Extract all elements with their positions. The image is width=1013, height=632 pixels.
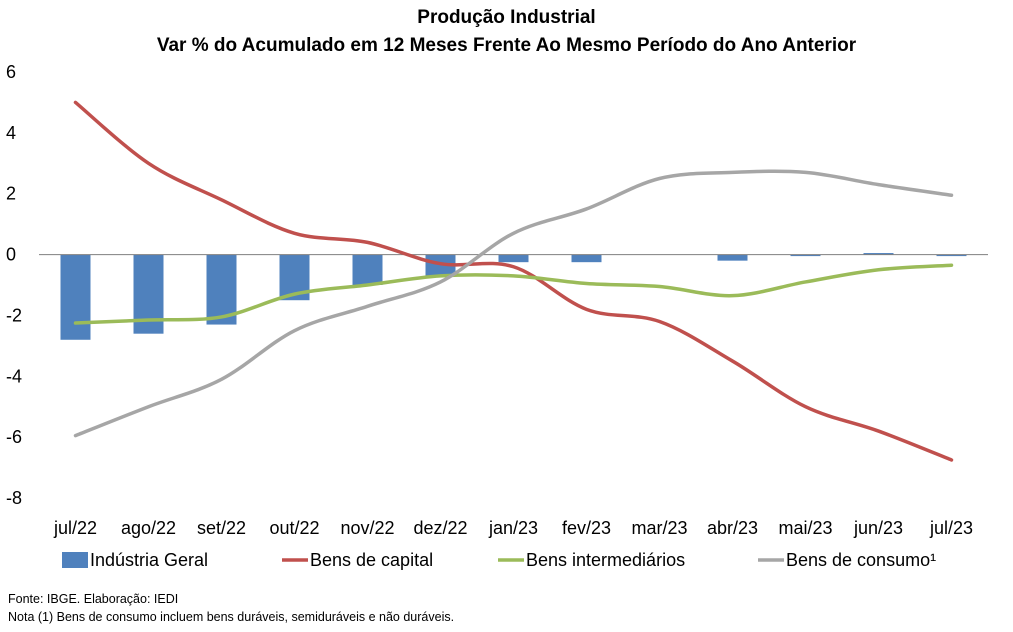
y-tick-label: 6 [6,62,16,82]
x-tick-label: mai/23 [778,518,832,538]
line-bens-de-consumo [73,169,954,438]
x-tick-label: jul/23 [929,518,973,538]
legend-swatch-bar [62,552,88,568]
x-tick-label: mar/23 [631,518,687,538]
legend-label: Bens de capital [310,550,433,570]
y-tick-label: -6 [6,427,22,447]
source-note: Fonte: IBGE. Elaboração: IEDI [8,592,179,606]
x-tick-label: nov/22 [340,518,394,538]
x-tick-label: out/22 [269,518,319,538]
chart-subtitle: Var % do Acumulado em 12 Meses Frente Ao… [156,35,857,56]
x-axis-ticks: jul/22 ago/22 set/22 out/22 nov/22 dez/22 jan/… [53,518,973,538]
line-bens-intermediarios [73,263,954,325]
bar-industria-geral [571,254,602,263]
bar-industria-geral [863,253,894,255]
line-bens-de-capital [73,100,954,462]
x-tick-label: fev/23 [562,518,611,538]
bar-industria-geral [717,254,748,261]
line-series [73,100,954,462]
x-tick-label: set/22 [197,518,246,538]
chart-title: Produção Industrial [417,7,596,28]
x-tick-label: ago/22 [121,518,176,538]
y-tick-label: -2 [6,305,22,325]
legend-label: Indústria Geral [90,550,208,570]
x-tick-label: jan/23 [488,518,538,538]
x-tick-label: jun/23 [853,518,903,538]
x-tick-label: dez/22 [413,518,467,538]
y-tick-label: 4 [6,123,16,143]
footnote: Nota (1) Bens de consumo incluem bens du… [8,610,455,624]
y-axis-ticks: 6 4 2 0 -2 -4 -6 -8 [6,62,22,508]
legend: Indústria Geral Bens de capital Bens inter… [62,550,936,570]
chart-canvas: 6 4 2 0 -2 -4 -6 -8 jul/22 ago/22 set/22 out/22 nov… [6,62,988,570]
legend-label: Bens intermediários [526,550,685,570]
bar-industria-geral [60,254,91,340]
bar-industria-geral [936,254,967,257]
y-tick-label: 0 [6,245,16,265]
y-tick-label: -4 [6,366,22,386]
bar-series [60,253,967,340]
legend-label: Bens de consumo¹ [786,550,936,570]
x-tick-label: abr/23 [707,518,758,538]
y-tick-label: -8 [6,488,22,508]
bar-industria-geral [352,254,383,285]
y-tick-label: 2 [6,184,16,204]
bar-industria-geral [790,254,821,257]
x-tick-label: jul/22 [53,518,97,538]
bar-industria-geral [498,254,529,263]
